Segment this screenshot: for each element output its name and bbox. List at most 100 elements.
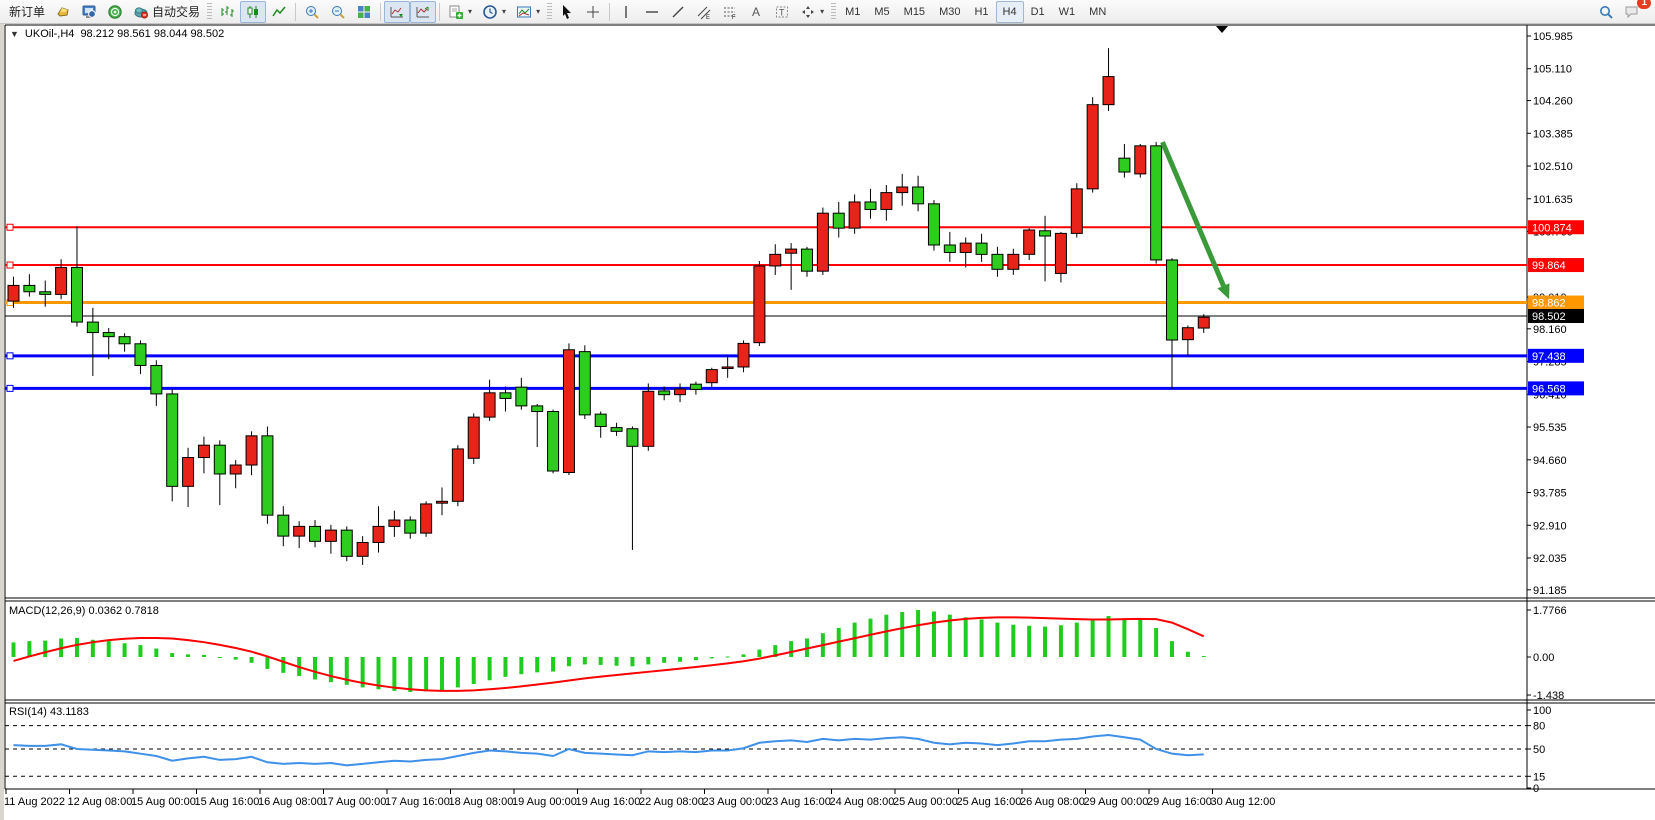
candle (1039, 230, 1052, 237)
new-order-label: 新订单 (9, 5, 46, 19)
timeframe-m5-button[interactable]: M5 (874, 5, 890, 18)
macd-histogram-bar (916, 610, 921, 657)
timeframe-h4-button[interactable]: H4 (995, 0, 1024, 23)
template-dropdown[interactable]: ▾ (511, 1, 545, 23)
macd-histogram-bar (693, 657, 698, 661)
price-axis-label: 103.385 (1533, 128, 1573, 140)
candle (1150, 145, 1163, 261)
signal-icon[interactable] (102, 1, 128, 23)
candle (832, 212, 845, 229)
text-tool-button[interactable]: A (743, 1, 769, 23)
candle (1102, 76, 1115, 106)
auto-scroll-button[interactable] (384, 0, 411, 23)
search-button[interactable] (1593, 1, 1619, 23)
rsi-axis-label: 50 (1533, 744, 1545, 756)
macd-histogram-bar (27, 641, 32, 657)
macd-histogram-bar (741, 654, 746, 657)
macd-histogram-bar (11, 642, 16, 657)
timeframe-m1-button[interactable]: M1 (845, 5, 861, 18)
zoom-out-button[interactable] (325, 1, 351, 23)
chart-shift-button[interactable] (410, 0, 437, 23)
macd-histogram-bar (328, 657, 333, 683)
macd-histogram-bar (582, 657, 587, 665)
zoom-in-icon (306, 5, 319, 19)
candle (293, 525, 306, 537)
svg-text:T: T (779, 7, 785, 17)
new-order-button[interactable]: 新订单 (4, 1, 50, 23)
macd-histogram-bar (725, 656, 730, 658)
vertical-line-tool-button[interactable] (613, 1, 639, 23)
chart-ohlc-values: 98.212 98.561 98.044 98.502 (80, 28, 225, 40)
trendline-tool-button[interactable] (665, 1, 691, 23)
timeframe-d1-button[interactable]: D1 (1030, 5, 1045, 18)
trend-arrow-annotation[interactable] (1160, 141, 1229, 293)
notifications-button[interactable]: 1 (1619, 0, 1651, 23)
candle (404, 519, 417, 534)
rsi-axis-label: 0 (1533, 783, 1539, 795)
candle (277, 514, 290, 537)
crosshair-tool-button[interactable] (580, 1, 606, 23)
time-axis-label: 29 Aug 00:00 (1084, 796, 1149, 808)
collapse-triangle-icon[interactable]: ▼ (10, 29, 19, 39)
signal-icon (108, 4, 122, 19)
timeframe-m30-button[interactable]: M30 (939, 5, 961, 18)
macd-histogram-bar (313, 657, 318, 680)
zoom-in-button[interactable] (299, 1, 325, 23)
toolbar-grip[interactable] (547, 2, 553, 21)
line-drag-handle[interactable] (6, 384, 14, 392)
toolbar-grip[interactable] (207, 2, 213, 21)
rsi-indicator-label: RSI(14) 43.1183 (9, 706, 89, 718)
terminal-icon[interactable] (76, 1, 102, 23)
chart-canvas[interactable]: 105.985 105.110 104.260 103.385 102.510 101.6… (0, 24, 1655, 820)
timeframe-m15-button[interactable]: M15 (903, 5, 926, 18)
svg-text:F: F (732, 15, 736, 20)
toolbar-grip[interactable] (831, 2, 837, 21)
macd-histogram-bar (1122, 618, 1127, 657)
line-chart-button[interactable] (266, 1, 292, 23)
line-drag-handle[interactable] (6, 261, 14, 269)
candle (1007, 253, 1020, 270)
line-drag-handle[interactable] (6, 352, 14, 360)
shapes-dropdown[interactable]: ▾ (795, 1, 829, 23)
price-line-label-text: 98.862 (1532, 298, 1566, 310)
chart-window[interactable]: 105.985 105.110 104.260 103.385 102.510 101.6… (0, 24, 1655, 820)
timeframe-h1-button[interactable]: H1 (974, 5, 989, 18)
timeframe-w1-button[interactable]: W1 (1058, 5, 1076, 18)
new-chart-dropdown[interactable]: ▾ (443, 1, 477, 23)
line-drag-handle[interactable] (6, 223, 14, 231)
candle (658, 390, 671, 396)
price-axis-label: 104.260 (1533, 96, 1573, 108)
horizontal-line-tool-button[interactable] (639, 1, 665, 23)
candle (1070, 188, 1083, 234)
cursor-tool-button[interactable] (554, 1, 580, 23)
time-axis-label: 19 Aug 16:00 (576, 796, 641, 808)
period-clock-dropdown[interactable]: ▾ (477, 1, 511, 23)
macd-histogram-bar (1138, 619, 1143, 657)
macd-axis-label: -1.438 (1533, 690, 1564, 702)
price-axis-label: 92.910 (1533, 520, 1567, 532)
fibonacci-tool-button[interactable]: F (717, 1, 743, 23)
chart-shift-marker[interactable] (1216, 26, 1228, 33)
time-axis-label: 11 Aug 2022 (4, 796, 65, 808)
label-icon: T (776, 6, 789, 17)
macd-histogram-bar (931, 611, 936, 657)
candle (309, 525, 322, 542)
rsi-line (13, 733, 1204, 767)
price-line-label-text: 96.568 (1532, 383, 1566, 395)
timeframe-mn-button[interactable]: MN (1089, 5, 1107, 18)
candlestick-chart-button[interactable] (240, 0, 267, 23)
price-axis-label: 101.635 (1533, 194, 1573, 206)
channel-tool-button[interactable]: E (691, 1, 717, 23)
price-line-label-text: 99.864 (1532, 260, 1566, 272)
label-tool-button[interactable]: T (769, 1, 795, 23)
gold-nugget-icon[interactable] (50, 1, 76, 23)
tile-windows-button[interactable] (351, 1, 377, 23)
time-axis-label: 17 Aug 00:00 (322, 796, 387, 808)
autotrading-button[interactable]: 自动交易 (128, 1, 205, 23)
gold-nugget-icon (57, 6, 69, 17)
candle (943, 244, 956, 253)
bar-chart-button[interactable] (214, 1, 240, 23)
chevron-down-icon: ▾ (468, 7, 473, 16)
window-left-edge (0, 24, 4, 820)
candle (213, 444, 226, 475)
